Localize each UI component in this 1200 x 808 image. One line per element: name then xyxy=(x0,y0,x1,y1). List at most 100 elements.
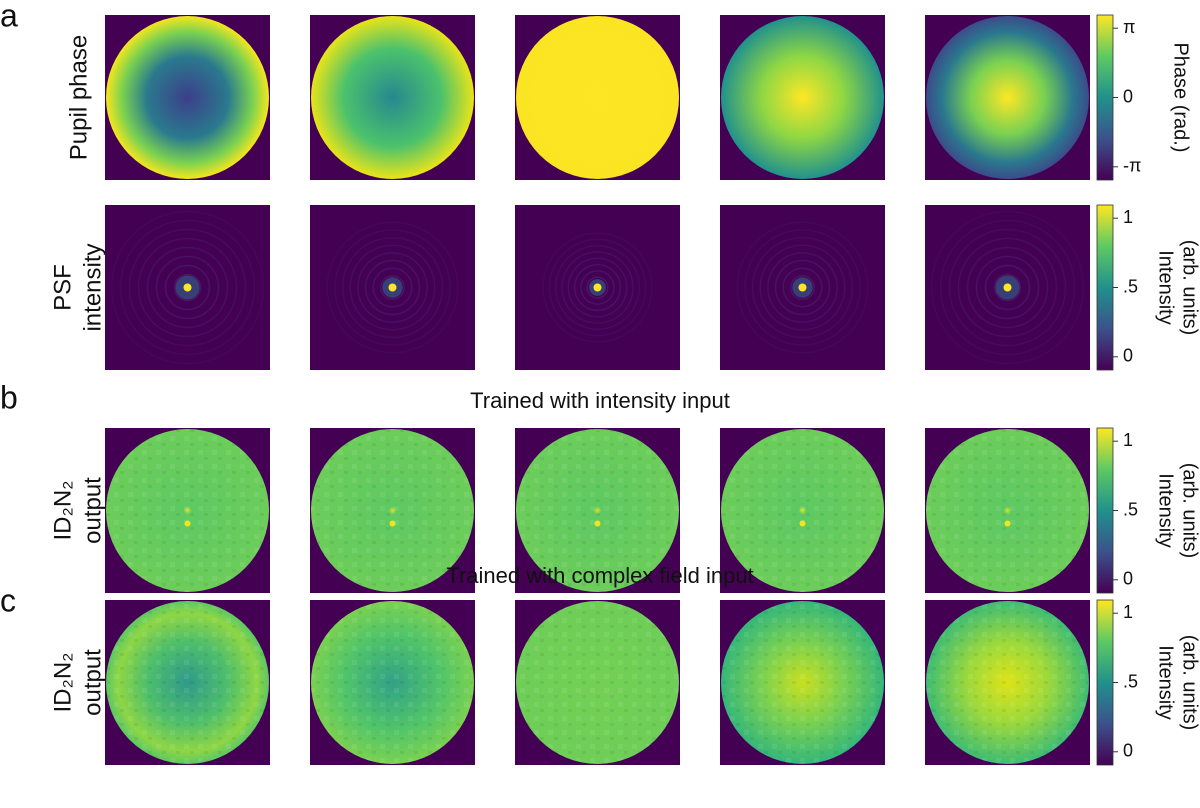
colorbar-tick-label: 0 xyxy=(1123,346,1133,366)
pupil-disk xyxy=(516,16,679,179)
psf-spot xyxy=(1003,283,1012,292)
center-spot xyxy=(184,520,191,527)
colorbar-tick-label: -π xyxy=(1123,156,1141,176)
row-label: output xyxy=(79,649,106,716)
image-panel xyxy=(515,428,680,593)
psf-ring xyxy=(993,273,1022,302)
pupil-disk xyxy=(311,16,474,179)
psf-ring xyxy=(744,229,861,346)
pupil-texture xyxy=(106,601,269,764)
psf-ring xyxy=(736,221,869,354)
colorbar-tick-label: 0 xyxy=(1123,569,1133,589)
psf-ring xyxy=(326,221,459,354)
psf-ring xyxy=(380,275,405,300)
image-panel xyxy=(310,205,475,370)
pupil-texture xyxy=(721,429,884,592)
psf-ring xyxy=(364,259,421,316)
image-panel xyxy=(105,205,270,370)
colorbar xyxy=(1096,599,1114,766)
panel-letter: c xyxy=(0,582,16,618)
colorbar-tick-label: .5 xyxy=(1123,671,1138,691)
pupil-texture xyxy=(516,429,679,592)
colorbar-title: (arb. units) xyxy=(1179,240,1200,336)
colorbar-tick-label: 1 xyxy=(1123,602,1133,622)
psf-ring xyxy=(966,246,1049,329)
image-panel xyxy=(310,15,475,180)
image-panel xyxy=(105,15,270,180)
image-panel xyxy=(105,428,270,593)
center-spot xyxy=(799,520,806,527)
psf-ring xyxy=(372,267,413,308)
pupil-disk xyxy=(106,16,269,179)
psf-ring xyxy=(164,264,211,311)
psf-ring xyxy=(128,228,247,347)
image-panel xyxy=(515,600,680,765)
psf-ring xyxy=(334,229,451,346)
image-panel xyxy=(925,205,1090,370)
pupil-texture xyxy=(106,429,269,592)
colorbar-title: Intensity xyxy=(1155,250,1177,324)
colorbar-tick-label: 0 xyxy=(1123,86,1133,106)
psf-spot xyxy=(388,283,397,292)
image-panel xyxy=(515,205,680,370)
panel-letter: b xyxy=(0,379,18,415)
pupil-texture xyxy=(721,601,884,764)
psf-ring xyxy=(930,210,1085,365)
colorbar-tick-label: π xyxy=(1123,17,1135,37)
pupil-texture xyxy=(926,601,1089,764)
colorbar xyxy=(1096,204,1114,371)
psf-ring xyxy=(790,275,815,300)
colorbar-title: Intensity xyxy=(1155,645,1177,719)
psf-ring xyxy=(759,244,846,331)
center-spot xyxy=(389,520,396,527)
row-label: Pupil phase xyxy=(65,35,92,160)
colorbar-title: Intensity xyxy=(1155,473,1177,547)
row-label: intensity xyxy=(79,243,106,331)
colorbar xyxy=(1096,14,1114,181)
pupil-disk xyxy=(926,16,1089,179)
row-label: output xyxy=(79,477,106,544)
image-panel xyxy=(720,600,885,765)
psf-ring xyxy=(948,228,1067,347)
colorbar-tick-label: 0 xyxy=(1123,741,1133,761)
psf-ring xyxy=(137,237,238,338)
image-panel xyxy=(925,15,1090,180)
psf-ring xyxy=(561,251,634,324)
psf-ring xyxy=(774,259,831,316)
panel-letter: a xyxy=(0,0,18,33)
pupil-texture xyxy=(311,601,474,764)
panel-title: Trained with complex field input xyxy=(446,563,753,588)
image-panel xyxy=(925,428,1090,593)
colorbar-tick-label: 1 xyxy=(1123,207,1133,227)
pupil-texture xyxy=(311,429,474,592)
image-panel xyxy=(925,600,1090,765)
psf-ring xyxy=(782,267,823,308)
psf-ring xyxy=(357,252,428,323)
colorbar-tick-label: .5 xyxy=(1123,499,1138,519)
psf-ring xyxy=(155,255,220,320)
center-spot xyxy=(1004,520,1011,527)
psf-ring xyxy=(110,210,265,365)
psf-ring xyxy=(580,270,615,305)
image-panel xyxy=(515,15,680,180)
psf-ring xyxy=(146,246,229,329)
psf-ring xyxy=(586,276,609,299)
image-panel xyxy=(720,15,885,180)
psf-ring xyxy=(349,244,436,331)
image-panel xyxy=(310,600,475,765)
image-panel xyxy=(105,600,270,765)
psf-ring xyxy=(567,257,628,318)
row-label: ID₂N₂ xyxy=(49,653,76,713)
center-spot xyxy=(594,520,601,527)
psf-ring xyxy=(939,219,1076,356)
psf-spot xyxy=(798,283,807,292)
psf-ring xyxy=(975,255,1040,320)
psf-ring xyxy=(548,238,647,337)
psf-ring xyxy=(767,252,838,323)
image-panel xyxy=(310,428,475,593)
pupil-disk xyxy=(721,16,884,179)
psf-ring xyxy=(341,236,444,339)
row-label: PSF xyxy=(49,264,76,311)
row-label: ID₂N₂ xyxy=(49,481,76,541)
